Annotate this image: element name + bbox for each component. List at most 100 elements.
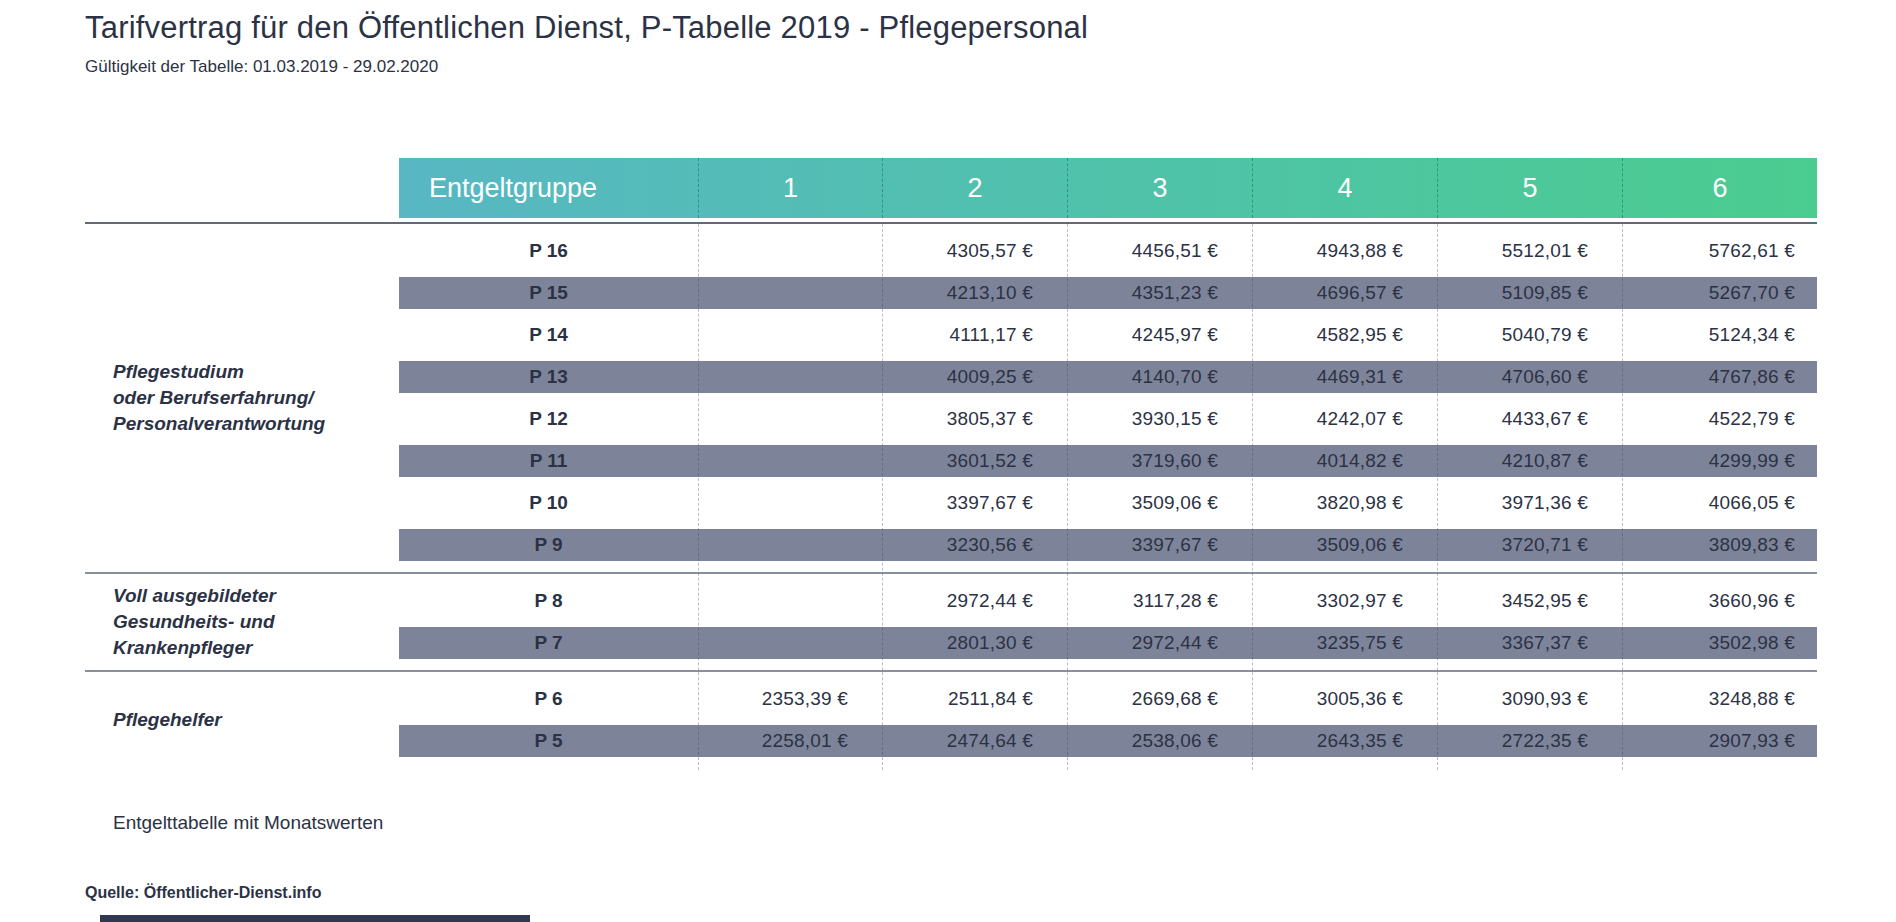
salary-cell: 4066,05 € xyxy=(1622,492,1817,514)
header-cell-level-6: 6 xyxy=(1622,158,1817,218)
table-row: P 144111,17 €4245,97 €4582,95 €5040,79 €… xyxy=(399,314,1817,356)
salary-cell: 3005,36 € xyxy=(1252,688,1437,710)
salary-cell: 4242,07 € xyxy=(1252,408,1437,430)
table-rows: P 82972,44 €3117,28 €3302,97 €3452,95 €3… xyxy=(399,580,1817,659)
salary-cell: 2972,44 € xyxy=(1067,632,1252,654)
salary-cell: 3660,96 € xyxy=(1622,590,1817,612)
salary-cell: 4767,86 € xyxy=(1622,366,1817,388)
salary-cell: 3397,67 € xyxy=(882,492,1067,514)
row-label: P 11 xyxy=(399,450,698,472)
salary-cell: 2258,01 € xyxy=(698,730,882,752)
table-row: P 11 3601,52 €3719,60 €4014,82 €4210,87 €… xyxy=(399,445,1817,477)
salary-cell: 2511,84 € xyxy=(882,688,1067,710)
salary-cell: 3090,93 € xyxy=(1437,688,1622,710)
salary-cell: 4696,57 € xyxy=(1252,282,1437,304)
salary-cell: 4299,99 € xyxy=(1622,450,1817,472)
salary-cell: 3720,71 € xyxy=(1437,534,1622,556)
salary-cell: 2538,06 € xyxy=(1067,730,1252,752)
table-row: P 123805,37 €3930,15 €4242,07 €4433,67 €… xyxy=(399,398,1817,440)
table-row: P 15 4213,10 €4351,23 €4696,57 €5109,85 €… xyxy=(399,277,1817,309)
salary-cell: 4943,88 € xyxy=(1252,240,1437,262)
salary-cell: 5124,34 € xyxy=(1622,324,1817,346)
salary-cell: 3502,98 € xyxy=(1622,632,1817,654)
salary-cell: 4245,97 € xyxy=(1067,324,1252,346)
salary-cell: 4014,82 € xyxy=(1252,450,1437,472)
salary-cell: 3509,06 € xyxy=(1067,492,1252,514)
salary-cell: 3248,88 € xyxy=(1622,688,1817,710)
salary-cell: 3230,56 € xyxy=(882,534,1067,556)
infographic-page: Tarifvertrag für den Öffentlichen Dienst… xyxy=(0,0,1896,922)
salary-cell: 3452,95 € xyxy=(1437,590,1622,612)
row-label: P 10 xyxy=(399,492,698,514)
salary-cell: 2907,93 € xyxy=(1622,730,1817,752)
header-cell-entgeltgruppe: Entgeltgruppe xyxy=(399,158,698,218)
salary-cell: 4140,70 € xyxy=(1067,366,1252,388)
table-group: Pflegehelfer P 62353,39 €2511,84 €2669,68… xyxy=(85,670,1817,768)
row-label: P 16 xyxy=(399,240,698,262)
salary-cell: 5109,85 € xyxy=(1437,282,1622,304)
salary-cell: 2722,35 € xyxy=(1437,730,1622,752)
salary-cell: 5040,79 € xyxy=(1437,324,1622,346)
header-cell-level-2: 2 xyxy=(882,158,1067,218)
salary-cell: 3930,15 € xyxy=(1067,408,1252,430)
salary-cell: 2353,39 € xyxy=(698,688,882,710)
row-group-label: Voll ausgebildeter Gesundheits- und Kran… xyxy=(113,583,388,662)
header-cell-level-1: 1 xyxy=(698,158,882,218)
row-group-label: Pflegehelfer xyxy=(113,707,388,733)
salary-cell: 4469,31 € xyxy=(1252,366,1437,388)
row-label: P 13 xyxy=(399,366,698,388)
salary-cell: 3805,37 € xyxy=(882,408,1067,430)
row-label: P 7 xyxy=(399,632,698,654)
salary-cell: 2643,35 € xyxy=(1252,730,1437,752)
bottom-accent-bar xyxy=(100,915,530,922)
salary-cell: 3509,06 € xyxy=(1252,534,1437,556)
salary-cell: 4305,57 € xyxy=(882,240,1067,262)
salary-cell: 4351,23 € xyxy=(1067,282,1252,304)
salary-cell: 4456,51 € xyxy=(1067,240,1252,262)
salary-cell: 4582,95 € xyxy=(1252,324,1437,346)
row-label: P 8 xyxy=(399,590,698,612)
salary-cell: 3809,83 € xyxy=(1622,534,1817,556)
table-rows: P 62353,39 €2511,84 €2669,68 €3005,36 €3… xyxy=(399,678,1817,757)
table-group: Voll ausgebildeter Gesundheits- und Kran… xyxy=(85,572,1817,670)
salary-cell: 3117,28 € xyxy=(1067,590,1252,612)
salary-cell: 2669,68 € xyxy=(1067,688,1252,710)
pay-table: Entgeltgruppe 1 2 3 4 5 6 Pflegestudium … xyxy=(85,158,1817,768)
row-label: P 9 xyxy=(399,534,698,556)
row-label: P 5 xyxy=(399,730,698,752)
table-row: P 52258,01 €2474,64 €2538,06 €2643,35 €2… xyxy=(399,725,1817,757)
table-row: P 62353,39 €2511,84 €2669,68 €3005,36 €3… xyxy=(399,678,1817,720)
row-group-label: Pflegestudium oder Berufserfahrung/ Pers… xyxy=(113,359,388,438)
salary-cell: 5762,61 € xyxy=(1622,240,1817,262)
salary-cell: 3601,52 € xyxy=(882,450,1067,472)
salary-cell: 3719,60 € xyxy=(1067,450,1252,472)
salary-cell: 4210,87 € xyxy=(1437,450,1622,472)
table-row: P 134009,25 €4140,70 €4469,31 €4706,60 €… xyxy=(399,361,1817,393)
header-cell-level-4: 4 xyxy=(1252,158,1437,218)
salary-cell: 2801,30 € xyxy=(882,632,1067,654)
salary-cell: 4111,17 € xyxy=(882,324,1067,346)
salary-cell: 3971,36 € xyxy=(1437,492,1622,514)
salary-cell: 4009,25 € xyxy=(882,366,1067,388)
table-row: P 9 3230,56 €3397,67 €3509,06 €3720,71 €3… xyxy=(399,529,1817,561)
header-cell-level-3: 3 xyxy=(1067,158,1252,218)
row-label: P 15 xyxy=(399,282,698,304)
table-group: Pflegestudium oder Berufserfahrung/ Pers… xyxy=(85,224,1817,572)
salary-cell: 3397,67 € xyxy=(1067,534,1252,556)
salary-cell: 5512,01 € xyxy=(1437,240,1622,262)
salary-cell: 4522,79 € xyxy=(1622,408,1817,430)
salary-cell: 5267,70 € xyxy=(1622,282,1817,304)
salary-cell: 4433,67 € xyxy=(1437,408,1622,430)
page-subtitle: Gültigkeit der Tabelle: 01.03.2019 - 29.… xyxy=(85,57,438,77)
salary-cell: 2474,64 € xyxy=(882,730,1067,752)
table-row: P 16 4305,57 €4456,51 €4943,88 €5512,01 €… xyxy=(399,230,1817,272)
source-note: Quelle: Öffentlicher-Dienst.info xyxy=(85,884,321,902)
table-groups: Pflegestudium oder Berufserfahrung/ Pers… xyxy=(85,224,1817,768)
table-row: P 82972,44 €3117,28 €3302,97 €3452,95 €3… xyxy=(399,580,1817,622)
salary-cell: 3367,37 € xyxy=(1437,632,1622,654)
salary-cell: 4213,10 € xyxy=(882,282,1067,304)
salary-cell: 2972,44 € xyxy=(882,590,1067,612)
row-label: P 6 xyxy=(399,688,698,710)
header-cell-level-5: 5 xyxy=(1437,158,1622,218)
page-title: Tarifvertrag für den Öffentlichen Dienst… xyxy=(85,10,1088,46)
